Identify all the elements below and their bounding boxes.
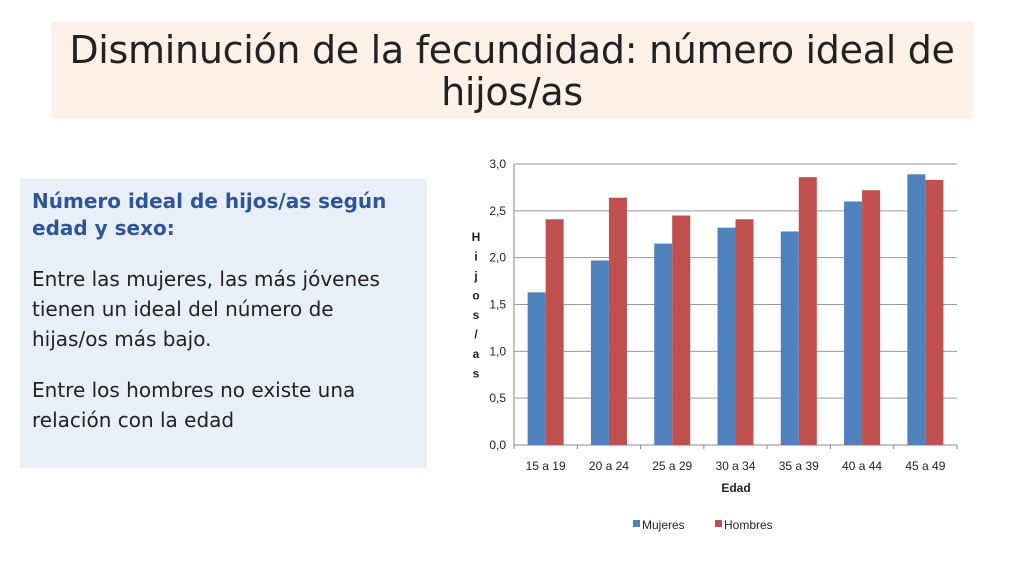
slide-title: Disminución de la fecundidad: número ide…: [69, 27, 955, 114]
x-tick-labels: 15 a 19 20 a 24 25 a 29 30 a 34 35 a 39 40 a …: [513, 445, 958, 473]
x-tick-label: 30 a 34: [715, 459, 755, 473]
bar-mujeres: [717, 227, 736, 445]
bar-mujeres: [780, 231, 799, 445]
x-tick-label: 40 a 44: [842, 459, 882, 473]
y-tick-labels: 0,0 0,5 1,0 1,5 2,0 2,5 3,0: [489, 157, 506, 452]
bar-chart: 0,0 0,5 1,0 1,5 2,0 2,5 3,0 15 a 19 20 a 24 25 a…: [472, 157, 958, 532]
legend-swatch-mujeres: [633, 520, 640, 527]
y-tick-label: 0,5: [489, 391, 506, 405]
bar-mujeres: [844, 201, 863, 445]
bar-hombres: [545, 219, 564, 445]
x-tick-label: 15 a 19: [526, 459, 566, 473]
bars: [527, 174, 944, 445]
bar-hombres: [672, 215, 691, 445]
y-axis-title-char: i: [474, 250, 477, 264]
y-tick-label: 2,0: [489, 251, 506, 265]
bar-mujeres: [907, 174, 926, 445]
x-axis-title: Edad: [721, 481, 750, 495]
x-tick-label: 20 a 24: [589, 459, 629, 473]
y-axis-title-char: j: [473, 269, 477, 283]
legend-label-mujeres: Mujeres: [642, 518, 685, 532]
bar-hombres: [608, 197, 627, 445]
x-tick-label: 25 a 29: [652, 459, 692, 473]
bar-hombres: [798, 177, 817, 445]
y-axis-title-char: s: [473, 367, 480, 381]
bar-hombres: [735, 219, 754, 445]
summary-heading: Número ideal de hijos/as según edad y se…: [32, 189, 387, 240]
y-tick-label: 2,5: [489, 204, 506, 218]
legend-label-hombres: Hombres: [724, 518, 773, 532]
y-tick-label: 1,5: [489, 298, 506, 312]
y-axis-title-char: H: [472, 230, 481, 244]
y-axis-title-char: o: [472, 289, 479, 303]
summary-paragraph-men: Entre los hombres no existe una relación…: [32, 378, 356, 432]
x-tick-label: 35 a 39: [779, 459, 819, 473]
bar-mujeres: [590, 260, 609, 445]
y-tick-label: 3,0: [489, 157, 506, 171]
bar-hombres: [925, 179, 944, 445]
legend: Mujeres Hombres: [633, 518, 773, 532]
y-axis-title-char: /: [474, 328, 478, 342]
title-band: [51, 22, 973, 119]
bar-mujeres: [527, 292, 546, 445]
y-axis-title-char: s: [473, 308, 480, 322]
summary-paragraph-women: Entre las mujeres, las más jóvenes tiene…: [32, 267, 380, 351]
bar-mujeres: [654, 243, 673, 445]
bar-hombres: [862, 190, 881, 445]
summary-textbox: Número ideal de hijos/as según edad y se…: [20, 179, 427, 468]
y-tick-label: 0,0: [489, 438, 506, 452]
y-tick-label: 1,0: [489, 344, 506, 358]
x-tick-label: 45 a 49: [905, 459, 945, 473]
legend-swatch-hombres: [715, 520, 722, 527]
y-axis-title-char: a: [473, 347, 480, 361]
